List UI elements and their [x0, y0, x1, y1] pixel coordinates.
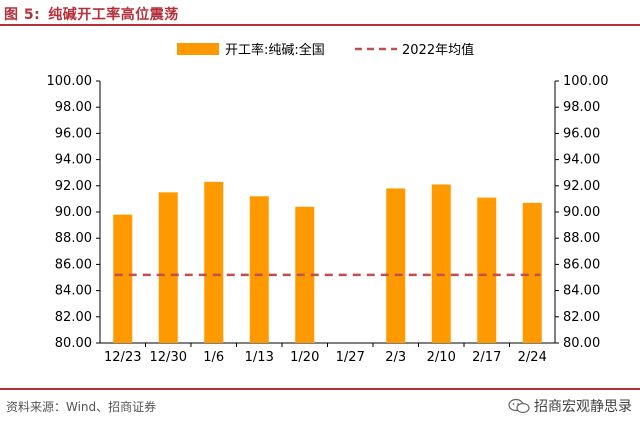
y-tick-label: 100.00 — [47, 74, 93, 89]
y-tick-label: 98.00 — [55, 100, 92, 115]
y2-tick-label: 86.00 — [563, 257, 600, 272]
y2-tick-label: 98.00 — [563, 100, 600, 115]
watermark-text: 招商宏观静思录 — [534, 399, 632, 415]
y2-axis-labels: 80.00 82.00 84.00 86.00 88.00 90.00 92.00 94.00… — [563, 74, 609, 351]
y2-tick-label: 82.00 — [563, 310, 600, 325]
y2-tick-label: 90.00 — [563, 205, 600, 220]
legend-label-line: 2022年均值 — [402, 42, 474, 58]
bar — [522, 202, 542, 343]
figure-header: 图 5: 纯碱开工率高位震荡 — [0, 0, 640, 26]
source-note: 资料来源：Wind、招商证券 — [6, 400, 157, 414]
y-tick-label: 88.00 — [55, 231, 92, 246]
y-tick-label: 84.00 — [55, 284, 92, 299]
y2-tick-label: 92.00 — [563, 179, 600, 194]
bar — [386, 188, 406, 343]
figure-title-text: 纯碱开工率高位震荡 — [48, 7, 179, 23]
y2-tick-label: 94.00 — [563, 153, 600, 168]
y-axis-labels: 80.00 82.00 84.00 86.00 88.00 90.00 92.00 94.00… — [47, 74, 93, 351]
bar — [113, 214, 133, 343]
y2-tick-label: 80.00 — [563, 336, 600, 351]
y2-tick-label: 84.00 — [563, 284, 600, 299]
legend-label-bar: 开工率:纯碱:全国 — [225, 42, 325, 58]
figure-title: 图 5: 纯碱开工率高位震荡 — [4, 4, 187, 24]
x-tick-label: 12/23 — [104, 350, 141, 365]
x-axis-labels: 12/23 12/30 1/6 1/13 1/20 1/27 2/3 2/10 2/17 2/24 — [104, 350, 547, 365]
y-tick-label: 90.00 — [55, 205, 92, 220]
y-tick-label: 92.00 — [55, 179, 92, 194]
x-tick-label: 2/3 — [385, 350, 406, 365]
figure-footer: 资料来源：Wind、招商证券 招商宏观静思录 — [0, 388, 640, 437]
bar — [204, 181, 224, 343]
y-tick-label: 94.00 — [55, 153, 92, 168]
x-tick-label: 2/17 — [472, 350, 501, 365]
x-tick-label: 12/30 — [150, 350, 187, 365]
x-tick-label: 1/6 — [203, 350, 224, 365]
x-tick-label: 2/10 — [427, 350, 456, 365]
y-tick-label: 82.00 — [55, 310, 92, 325]
y2-tick-label: 96.00 — [563, 126, 600, 141]
y-tick-label: 80.00 — [55, 336, 92, 351]
x-tick-label: 2/24 — [518, 350, 547, 365]
y2-tick-label: 100.00 — [563, 74, 609, 89]
bar — [431, 184, 451, 343]
figure-label: 图 5: — [4, 7, 41, 23]
y-tick-label: 86.00 — [55, 257, 92, 272]
y-tick-label: 96.00 — [55, 126, 92, 141]
wechat-icon — [508, 398, 530, 414]
bar-series — [113, 181, 542, 343]
watermark: 招商宏观静思录 — [508, 396, 632, 416]
chart-legend: 开工率:纯碱:全国 2022年均值 — [177, 42, 474, 58]
y2-tick-label: 88.00 — [563, 231, 600, 246]
bar — [477, 197, 497, 343]
bar-chart: 开工率:纯碱:全国 2022年均值 12/23 12/30 1/6 1/13 1/20 1/… — [47, 42, 609, 365]
bar — [158, 192, 178, 343]
legend-swatch-bar — [177, 43, 219, 55]
x-tick-label: 1/13 — [245, 350, 274, 365]
x-tick-label: 1/27 — [336, 350, 365, 365]
bar — [249, 196, 269, 343]
x-tick-label: 1/20 — [290, 350, 319, 365]
